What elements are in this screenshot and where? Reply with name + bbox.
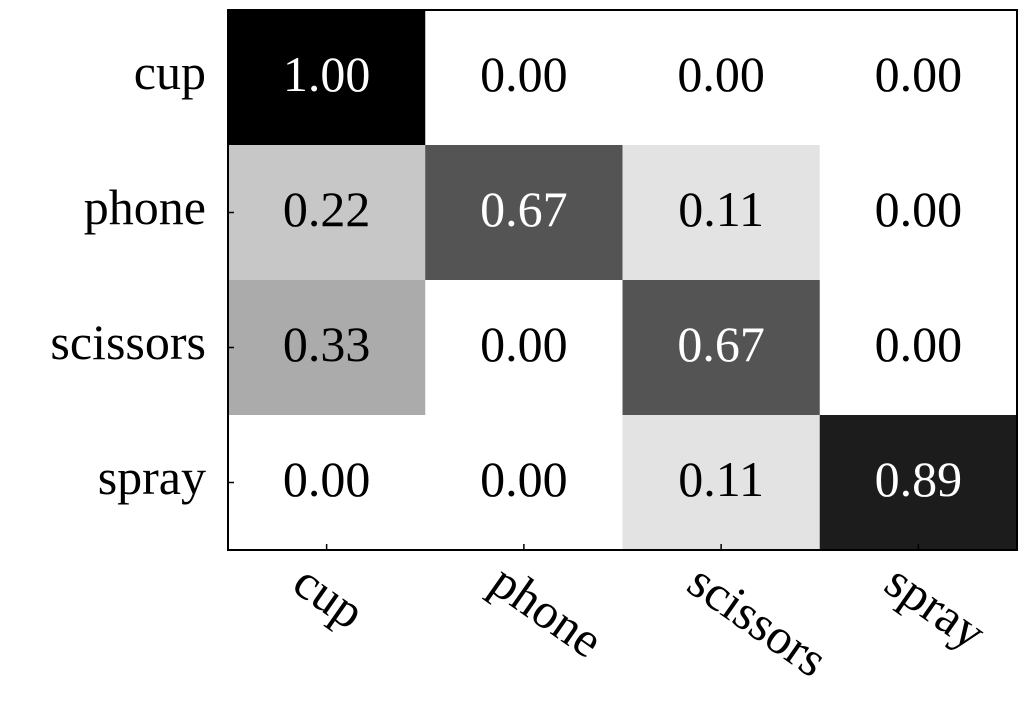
cell	[228, 280, 426, 416]
x-tick-label: scissors	[678, 553, 838, 688]
cell-label: 0.33	[283, 316, 371, 372]
cell	[819, 280, 1018, 416]
cell-label: 0.89	[875, 451, 963, 507]
cell-label: 0.00	[677, 46, 765, 102]
cell-label: 0.11	[678, 181, 764, 237]
plot-frame	[227, 9, 1018, 551]
cell	[425, 10, 623, 146]
cell	[228, 145, 426, 281]
cell	[819, 10, 1018, 146]
cell	[819, 415, 1018, 551]
cell	[228, 10, 426, 146]
cell	[228, 415, 426, 551]
cell	[622, 10, 821, 146]
cell-label: 0.11	[678, 451, 764, 507]
cells	[228, 10, 1018, 551]
cell-label: 0.00	[875, 46, 963, 102]
cell-label: 0.22	[283, 181, 371, 237]
cell-label: 1.00	[283, 46, 371, 102]
cell	[622, 145, 821, 281]
cell-label: 0.67	[677, 316, 765, 372]
x-tick-label: cup	[284, 553, 375, 640]
cell-label: 0.00	[480, 316, 568, 372]
cell-label: 0.00	[875, 181, 963, 237]
y-tick-label: scissors	[50, 314, 206, 370]
x-tick-label: spray	[875, 553, 996, 661]
cell	[425, 280, 623, 416]
cell	[819, 145, 1018, 281]
cell-label: 0.67	[480, 181, 568, 237]
cell-label: 0.00	[283, 451, 371, 507]
cell-label: 0.00	[480, 46, 568, 102]
y-tick-label: phone	[84, 179, 206, 235]
cell	[425, 415, 623, 551]
y-tick-label: spray	[98, 449, 206, 505]
x-tick-label: phone	[481, 553, 613, 669]
cell-label: 0.00	[480, 451, 568, 507]
cell-label: 0.00	[875, 316, 963, 372]
cell	[425, 145, 623, 281]
y-tick-label: cup	[134, 44, 206, 100]
cell	[622, 280, 821, 416]
cell	[622, 415, 821, 551]
